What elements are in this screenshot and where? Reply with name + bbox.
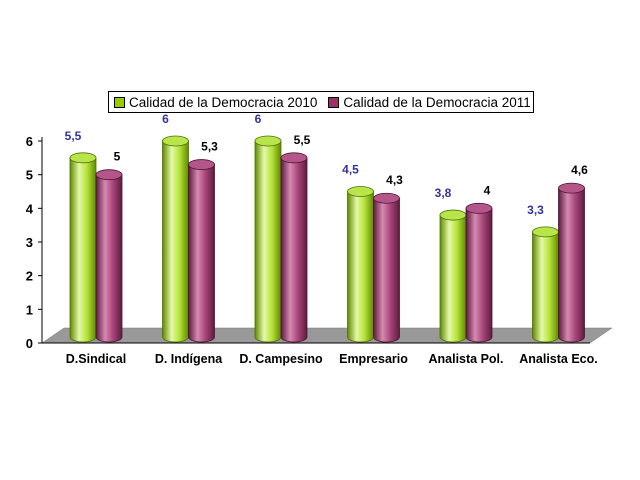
x-tick-label: Analista Pol.	[428, 352, 503, 366]
floor-plane	[41, 327, 613, 344]
legend-label-2010: Calidad de la Democracia 2010	[129, 94, 318, 110]
x-axis-labels: D.Sindical D. Indígena D. Campesino Empresa…	[66, 352, 598, 366]
y-tick-label: 4	[26, 201, 34, 216]
bar-2010	[439, 209, 467, 343]
x-tick-label: Analista Eco.	[519, 352, 598, 366]
bar-2010	[69, 152, 97, 343]
bar-2011	[95, 169, 123, 343]
x-tick-label: D. Indígena	[155, 352, 223, 366]
bar-2010	[162, 135, 189, 343]
data-label-2011: 4	[484, 183, 491, 197]
data-label-2011: 5,3	[201, 140, 218, 154]
bar-2010	[347, 186, 374, 343]
bar-2010	[532, 226, 559, 343]
data-label-2010: 6	[255, 112, 262, 126]
y-tick-label: 3	[26, 235, 33, 250]
x-tick-label: Empresario	[339, 352, 408, 366]
data-label-2010: 3,3	[527, 203, 544, 217]
y-tick-label: 5	[26, 168, 33, 183]
data-label-2011: 5	[114, 150, 121, 164]
data-labels: 5,5 5 6 5,3 6 5,5 4,5 4,3 3,8 4 3,3 4,6	[65, 112, 589, 217]
legend-item-2010: Calidad de la Democracia 2010	[114, 95, 317, 110]
bars	[69, 135, 585, 343]
x-tick-label: D.Sindical	[66, 352, 126, 366]
legend-swatch-2011	[328, 96, 340, 108]
data-label-2010: 6	[162, 112, 169, 126]
chart-floor	[41, 327, 613, 344]
legend: Calidad de la Democracia 2010 Calidad de…	[108, 91, 534, 113]
bar-2010	[254, 135, 282, 343]
legend-swatch-2010	[114, 96, 125, 108]
bar-2011	[465, 202, 493, 343]
data-label-2011: 4,3	[386, 173, 403, 187]
data-label-2010: 3,8	[435, 186, 452, 200]
bar-2011	[280, 152, 308, 343]
bar-2011	[373, 192, 400, 343]
y-tick-label: 2	[26, 269, 33, 284]
y-axis: 0 1 2 3 4 5 6	[26, 134, 590, 351]
data-label-2010: 5,5	[65, 129, 82, 143]
legend-label-2011: Calidad de la Democracia 2011	[343, 94, 531, 110]
bar-2011	[558, 182, 585, 343]
data-label-2011: 5,5	[294, 133, 311, 147]
y-tick-label: 6	[26, 134, 33, 149]
x-tick-label: D. Campesino	[239, 352, 323, 366]
data-label-2010: 4,5	[342, 163, 359, 177]
y-tick-label: 1	[26, 302, 33, 317]
bar-2011	[188, 159, 215, 343]
y-tick-label: 0	[26, 336, 33, 351]
data-label-2011: 4,6	[571, 163, 588, 177]
legend-item-2011: Calidad de la Democracia 2011	[328, 94, 531, 110]
